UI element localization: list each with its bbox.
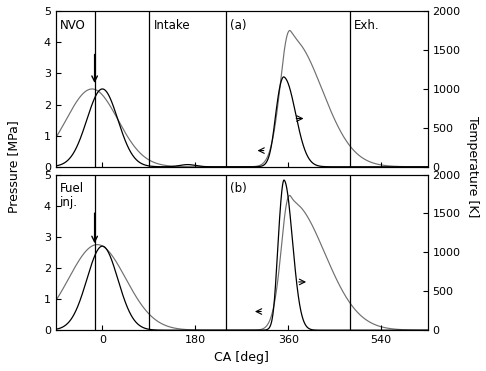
Text: Intake: Intake	[154, 19, 191, 32]
Text: Exh.: Exh.	[354, 19, 380, 32]
X-axis label: CA [deg]: CA [deg]	[214, 351, 269, 364]
Text: (a): (a)	[230, 19, 247, 32]
Text: NVO: NVO	[60, 19, 86, 32]
Text: Fuel
inj.: Fuel inj.	[60, 182, 84, 209]
Text: Temperature [K]: Temperature [K]	[466, 116, 479, 218]
Text: (b): (b)	[230, 182, 247, 196]
Text: Pressure [MPa]: Pressure [MPa]	[7, 121, 20, 213]
